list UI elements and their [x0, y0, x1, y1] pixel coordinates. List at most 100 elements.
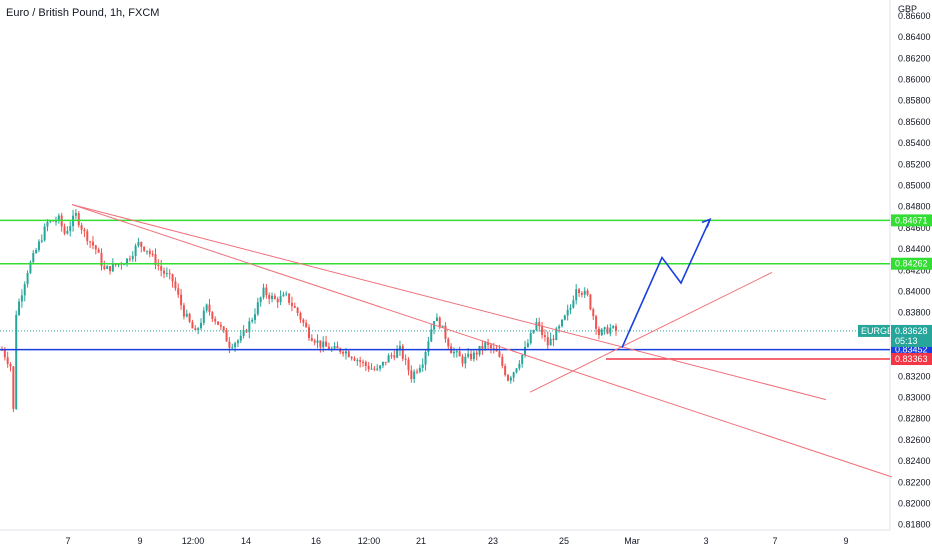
candle-body — [126, 258, 129, 265]
candle-body — [217, 321, 220, 325]
x-tick-label: 14 — [241, 536, 251, 546]
x-tick-label: 12:00 — [182, 536, 205, 546]
candle-body — [344, 351, 347, 354]
candle-body — [279, 296, 282, 303]
x-tick-label: 7 — [65, 536, 70, 546]
candle-body — [444, 325, 447, 339]
candle-body — [185, 313, 188, 317]
level-price-label: 0.83452 — [895, 345, 928, 355]
y-tick-label: 0.85200 — [898, 159, 931, 169]
candle-body — [575, 289, 578, 301]
candle-body — [615, 326, 617, 331]
candle-body — [316, 340, 319, 343]
y-tick-label: 0.83800 — [898, 308, 931, 318]
candle-body — [407, 359, 410, 371]
candle-body — [481, 345, 484, 349]
candle-body — [163, 270, 166, 274]
trendline-lower[interactable] — [71, 204, 893, 478]
current-price-label: 0.83628 — [895, 326, 928, 336]
candle-body — [222, 326, 225, 331]
y-tick-label: 0.85600 — [898, 117, 931, 127]
candle-body — [393, 355, 396, 358]
candle-body — [23, 284, 26, 296]
y-tick-label: 0.82400 — [898, 456, 931, 466]
candle-body — [191, 321, 194, 329]
y-tick-label: 0.84400 — [898, 244, 931, 254]
candle-body — [168, 273, 171, 275]
level-price-label: 0.84262 — [895, 259, 928, 269]
y-tick-label: 0.81800 — [898, 520, 931, 530]
candle-body — [367, 365, 370, 370]
candle-body — [543, 335, 546, 338]
candle-body — [15, 314, 18, 409]
candle-body — [492, 348, 495, 350]
candle-body — [421, 364, 424, 368]
candle-body — [100, 252, 103, 267]
candle-body — [350, 356, 353, 359]
candle-body — [555, 328, 558, 340]
candle-body — [3, 349, 6, 358]
x-tick-label: 7 — [772, 536, 777, 546]
candle-body — [151, 253, 154, 255]
candle-body — [145, 250, 148, 252]
y-tick-label: 0.84000 — [898, 287, 931, 297]
candle-body — [134, 245, 137, 256]
candle-body — [259, 297, 262, 303]
x-tick-label: 16 — [311, 536, 321, 546]
level-price-badge — [891, 257, 932, 270]
level-price-badge — [891, 214, 932, 227]
y-tick-label: 0.83000 — [898, 393, 931, 403]
candle-body — [529, 333, 532, 344]
candle-body — [384, 361, 387, 363]
candle-body — [251, 319, 254, 322]
candle-body — [589, 294, 592, 310]
candle-body — [515, 368, 518, 373]
candle-body — [202, 310, 205, 323]
candle-body — [362, 361, 365, 363]
candle-body — [319, 340, 322, 348]
candle-body — [413, 371, 416, 380]
candle-body — [518, 363, 521, 369]
candle-body — [180, 294, 183, 306]
candle-body — [165, 273, 168, 275]
candle-body — [498, 351, 501, 357]
candle-body — [228, 341, 231, 348]
candle-body — [89, 241, 92, 243]
candle-body — [435, 317, 438, 322]
candle-body — [285, 293, 288, 295]
projection-path[interactable] — [621, 219, 711, 349]
y-tick-label: 0.85800 — [898, 96, 931, 106]
currency-label: GBP — [898, 4, 917, 14]
level-price-badge — [891, 353, 932, 366]
candle-body — [549, 338, 552, 346]
candle-body — [381, 361, 384, 366]
y-tick-label: 0.86000 — [898, 75, 931, 85]
candle-body — [211, 312, 214, 319]
candle-body — [43, 226, 46, 241]
candle-body — [427, 341, 430, 352]
candle-body — [563, 315, 566, 320]
candle-body — [18, 301, 21, 315]
symbol-label: EURGBP — [861, 326, 899, 336]
candle-body — [197, 328, 200, 331]
candle-body — [288, 293, 291, 303]
candle-body — [199, 322, 202, 329]
trendline-upper[interactable] — [71, 204, 827, 401]
candle-body — [91, 241, 94, 246]
candle-body — [595, 316, 598, 329]
candle-body — [501, 356, 504, 366]
trendline-support[interactable] — [529, 271, 773, 393]
candle-body — [37, 241, 40, 251]
candle-body — [106, 266, 109, 269]
candle-body — [20, 295, 23, 302]
candle-body — [103, 266, 106, 269]
candle-body — [299, 313, 302, 320]
candle-body — [313, 340, 316, 343]
candle-body — [603, 327, 606, 330]
candle-body — [57, 215, 60, 221]
candle-body — [452, 351, 455, 354]
y-tick-label: 0.85000 — [898, 181, 931, 191]
candle-body — [396, 349, 399, 358]
